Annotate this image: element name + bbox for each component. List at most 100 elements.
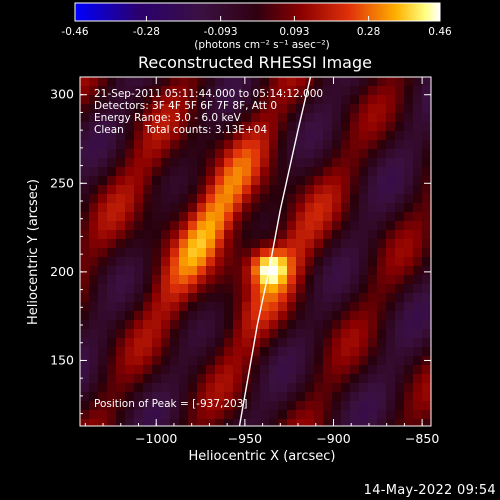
heatmap-cell xyxy=(251,392,261,402)
heatmap-cell xyxy=(170,221,180,231)
heatmap-cell xyxy=(188,383,198,393)
heatmap-cell xyxy=(296,293,306,303)
heatmap-cell xyxy=(80,275,90,285)
heatmap-cell xyxy=(242,329,252,339)
heatmap-cell xyxy=(179,149,189,159)
heatmap-cell xyxy=(377,212,387,222)
heatmap-cell xyxy=(242,257,252,267)
heatmap-cell xyxy=(368,329,378,339)
heatmap-cell xyxy=(332,392,342,402)
heatmap-cell xyxy=(116,95,126,105)
heatmap-cell xyxy=(368,248,378,258)
heatmap-cell xyxy=(296,338,306,348)
heatmap-cell xyxy=(341,239,351,249)
heatmap-cell xyxy=(404,257,414,267)
heatmap-cell xyxy=(404,194,414,204)
heatmap-cell xyxy=(251,113,261,123)
heatmap-cell xyxy=(323,410,333,420)
heatmap-cell xyxy=(386,221,396,231)
heatmap-cell xyxy=(233,275,243,285)
heatmap-cell xyxy=(422,383,431,393)
heatmap-cell xyxy=(395,392,405,402)
heatmap-cell xyxy=(152,185,162,195)
heatmap-cell xyxy=(251,149,261,159)
heatmap-cell xyxy=(278,401,288,411)
heatmap-cell xyxy=(188,293,198,303)
heatmap-cell xyxy=(233,239,243,249)
heatmap-cell xyxy=(386,248,396,258)
heatmap-cell xyxy=(116,374,126,384)
heatmap-cell xyxy=(134,266,144,276)
heatmap-cell xyxy=(152,311,162,321)
heatmap-cell xyxy=(251,284,261,294)
heatmap-cell xyxy=(224,401,234,411)
heatmap-cell xyxy=(323,158,333,168)
heatmap-cell xyxy=(386,329,396,339)
heatmap-cell xyxy=(125,113,135,123)
heatmap-cell xyxy=(170,77,180,87)
heatmap-cell xyxy=(125,419,135,426)
heatmap-cell xyxy=(395,185,405,195)
heatmap-cell xyxy=(215,167,225,177)
heatmap-cell xyxy=(251,383,261,393)
heatmap-cell xyxy=(260,230,270,240)
heatmap-cell xyxy=(296,149,306,159)
heatmap-cell xyxy=(386,167,396,177)
heatmap-cell xyxy=(188,356,198,366)
heatmap-cell xyxy=(395,149,405,159)
heatmap-cell xyxy=(107,320,117,330)
heatmap-cell xyxy=(224,419,234,426)
heatmap-cell xyxy=(314,401,324,411)
heatmap-cell xyxy=(125,239,135,249)
heatmap-cell xyxy=(206,410,216,420)
heatmap-cell xyxy=(98,374,108,384)
heatmap-cell xyxy=(332,410,342,420)
heatmap-cell xyxy=(179,104,189,114)
heatmap-cell xyxy=(179,167,189,177)
heatmap-cell xyxy=(152,419,162,426)
plot-frame xyxy=(79,76,432,427)
heatmap-cell xyxy=(296,185,306,195)
heatmap-cell xyxy=(134,194,144,204)
heatmap-cell xyxy=(323,392,333,402)
heatmap-cell xyxy=(206,203,216,213)
heatmap-cell xyxy=(386,320,396,330)
heatmap-cell xyxy=(422,302,431,312)
heatmap-cell xyxy=(260,320,270,330)
heatmap-cell xyxy=(143,77,153,87)
heatmap-cell xyxy=(314,257,324,267)
heatmap-cell xyxy=(80,149,90,159)
heatmap-cell xyxy=(125,320,135,330)
heatmap-cell xyxy=(179,401,189,411)
heatmap-cell xyxy=(197,86,207,96)
heatmap-cell xyxy=(350,185,360,195)
heatmap-cell xyxy=(386,293,396,303)
heatmap-cell xyxy=(341,113,351,123)
heatmap-cell xyxy=(80,329,90,339)
heatmap-cell xyxy=(161,149,171,159)
heatmap-cell xyxy=(269,284,279,294)
heatmap-cell xyxy=(116,311,126,321)
heatmap-cell xyxy=(170,176,180,186)
heatmap-cell xyxy=(332,221,342,231)
heatmap-cell xyxy=(395,410,405,420)
heatmap-cell xyxy=(161,419,171,426)
heatmap-cell xyxy=(305,239,315,249)
heatmap-cell xyxy=(368,365,378,375)
heatmap-cell xyxy=(350,320,360,330)
heatmap-cell xyxy=(296,140,306,150)
heatmap-cell xyxy=(224,302,234,312)
heatmap-cell xyxy=(287,185,297,195)
heatmap-cell xyxy=(161,302,171,312)
heatmap-cell xyxy=(314,275,324,285)
heatmap-cell xyxy=(269,149,279,159)
heatmap-cell xyxy=(404,239,414,249)
heatmap-cell xyxy=(179,284,189,294)
heatmap-cell xyxy=(197,284,207,294)
heatmap-cell xyxy=(98,77,108,87)
heatmap-cell xyxy=(188,320,198,330)
heatmap-cell xyxy=(80,113,90,123)
heatmap-cell xyxy=(179,410,189,420)
heatmap-cell xyxy=(395,311,405,321)
